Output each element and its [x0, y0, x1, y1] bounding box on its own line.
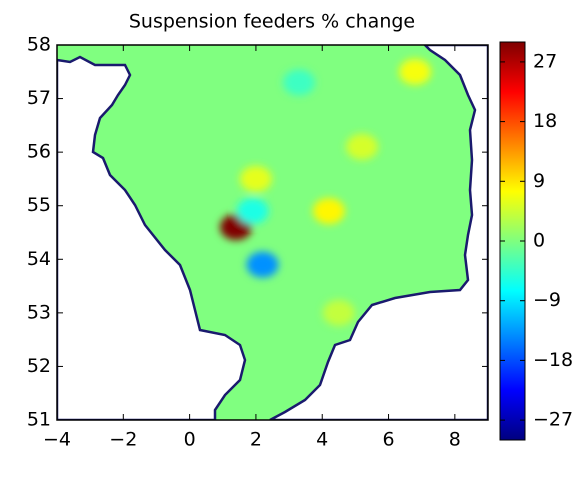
chart-title: Suspension feeders % change [129, 11, 415, 33]
y-tick-label: 52 [27, 355, 51, 377]
x-tick-label: 6 [382, 429, 394, 451]
land-west [57, 55, 247, 420]
field-feature [322, 299, 355, 326]
land-east [269, 45, 488, 420]
colorbar-tick-label: −9 [533, 289, 561, 311]
y-tick-label: 58 [27, 34, 51, 56]
x-tick-label: −4 [43, 429, 71, 451]
plot-frame [56, 44, 489, 421]
field-feature [239, 165, 272, 192]
field-feature [312, 198, 345, 225]
field-feature [236, 198, 269, 225]
field-feature [283, 69, 316, 96]
y-tick-label: 53 [27, 301, 51, 323]
y-tick-label: 51 [27, 409, 51, 431]
colorbar-tick-label: 0 [533, 230, 545, 252]
colorbar-tick-label: −27 [533, 409, 573, 431]
y-tick-label: 56 [27, 141, 51, 163]
colorbar-tick-label: 9 [533, 170, 545, 192]
y-tick-label: 55 [27, 194, 51, 216]
colorbar-tick-label: 27 [533, 50, 557, 72]
colorbar-tick-label: 18 [533, 110, 557, 132]
x-tick-label: 4 [316, 429, 328, 451]
x-tick-label: 0 [184, 429, 196, 451]
x-tick-label: −2 [109, 429, 137, 451]
field-feature [399, 58, 432, 85]
x-tick-label: 2 [250, 429, 262, 451]
field-feature [346, 133, 379, 160]
plot-area [57, 45, 488, 420]
y-tick-label: 54 [27, 248, 51, 270]
x-tick-label: 8 [449, 429, 461, 451]
field-feature [246, 251, 279, 278]
y-tick-label: 57 [27, 87, 51, 109]
colorbar-tick-label: −18 [533, 349, 573, 371]
